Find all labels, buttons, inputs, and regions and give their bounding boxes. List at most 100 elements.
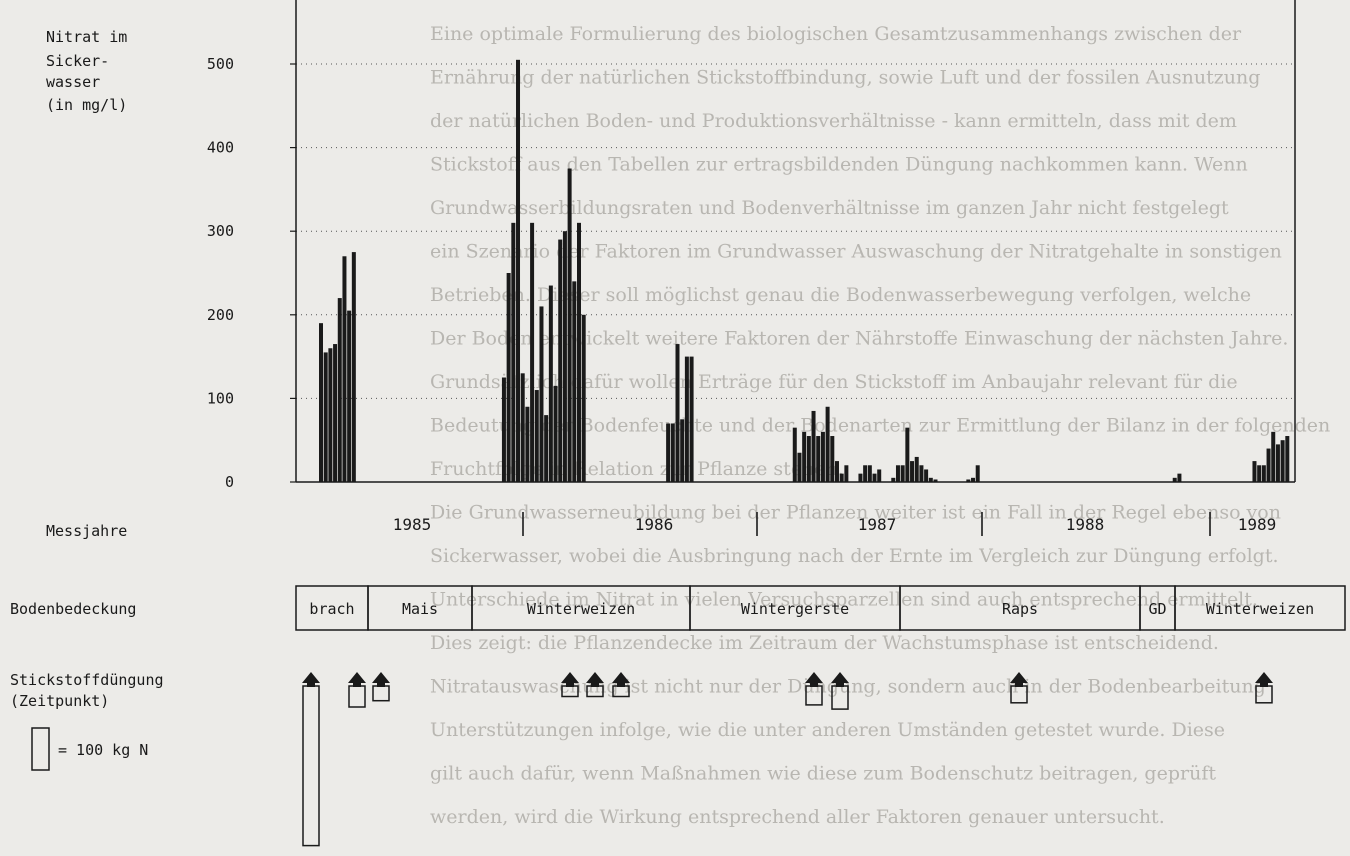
bar xyxy=(900,465,905,482)
year-label: 1985 xyxy=(393,515,432,534)
bar xyxy=(1266,448,1271,482)
bar xyxy=(1271,431,1276,482)
bar xyxy=(1252,461,1257,482)
bar xyxy=(1172,477,1177,482)
bar xyxy=(966,479,971,482)
bar xyxy=(839,473,844,482)
background-text-line: Stickstoff aus den Tabellen zur ertragsb… xyxy=(430,154,1248,176)
soil-cover-label-text: Winterweizen xyxy=(1206,600,1314,618)
bar xyxy=(971,477,976,482)
bar xyxy=(1285,436,1290,482)
bar xyxy=(558,239,563,482)
bar xyxy=(516,59,521,482)
bar xyxy=(820,431,825,482)
bar xyxy=(333,344,338,482)
bar xyxy=(830,436,835,482)
bar xyxy=(975,465,980,482)
bar xyxy=(792,427,797,482)
bar xyxy=(337,298,342,482)
y-axis-label-line: Nitrat im xyxy=(46,28,127,46)
fertilization-box xyxy=(372,685,390,702)
soil-cover-label: Bodenbedeckung xyxy=(10,600,136,618)
soil-cover-label-text: Winterweizen xyxy=(527,600,635,618)
fertilization-arrow-icon xyxy=(372,672,390,687)
background-text-line: Betrieben. Dieser soll möglichst genau d… xyxy=(430,284,1251,306)
bar xyxy=(1280,440,1285,482)
bar xyxy=(680,419,685,482)
y-axis-label-line: (in mg/l) xyxy=(46,96,127,114)
background-text-line: Eine optimale Formulierung des biologisc… xyxy=(430,23,1242,45)
fertilization-box xyxy=(612,685,630,698)
fertilization-box xyxy=(302,685,320,847)
fertilization-box xyxy=(1255,685,1273,704)
bar xyxy=(1257,465,1262,482)
bar xyxy=(797,452,802,482)
background-text-line: Fruchtfolge in Relation zur Pflanze steh… xyxy=(430,458,844,480)
bar xyxy=(319,323,323,482)
soil-cover-label-text: Wintergerste xyxy=(741,600,849,618)
bar xyxy=(825,406,830,482)
bar xyxy=(844,465,849,482)
year-label: 1987 xyxy=(858,515,897,534)
bar xyxy=(323,352,328,482)
bar xyxy=(816,436,821,482)
bar xyxy=(576,222,581,482)
background-text-line: Grundwasserbildungsraten und Bodenverhäl… xyxy=(430,197,1229,219)
y-tick-label: 100 xyxy=(207,389,234,407)
background-text-line: werden, wird die Wirkung entsprechend al… xyxy=(430,806,1165,828)
bar xyxy=(895,465,900,482)
bar xyxy=(351,252,356,482)
bar xyxy=(572,281,577,482)
bar xyxy=(562,231,567,482)
bar xyxy=(914,456,919,482)
background-text-line: der natürlichen Boden- und Produktionsve… xyxy=(430,110,1237,132)
bar xyxy=(670,423,675,482)
bar xyxy=(553,385,558,482)
bar xyxy=(867,465,872,482)
bar xyxy=(863,465,868,482)
year-label: 1989 xyxy=(1238,515,1277,534)
background-text-line: Unterstützungen infolge, wie die unter a… xyxy=(430,719,1225,741)
y-tick-label: 400 xyxy=(207,139,234,157)
legend-text: = 100 kg N xyxy=(58,741,148,759)
bar xyxy=(928,477,933,482)
fertilization-box xyxy=(561,685,579,698)
fertilization-arrow-icon xyxy=(586,672,604,687)
fertilization-arrow-icon xyxy=(348,672,366,687)
fertilization-label-line: Stickstoffdüngung xyxy=(10,671,164,689)
fertilization-arrow-icon xyxy=(805,672,823,687)
background-text-line: gilt auch dafür, wenn Maßnahmen wie dies… xyxy=(430,763,1216,785)
fertilization-label-line: (Zeitpunkt) xyxy=(10,692,109,710)
bar xyxy=(530,222,535,482)
bar xyxy=(933,479,938,482)
bar xyxy=(910,461,915,482)
bar xyxy=(342,256,347,482)
fertilization-box xyxy=(586,685,604,698)
y-tick-label: 0 xyxy=(225,473,234,491)
fertilization-box xyxy=(831,685,849,710)
background-text-line: Der Boden entwickelt weitere Faktoren de… xyxy=(430,328,1288,350)
fertilization-arrow-icon xyxy=(612,672,630,687)
background-text-line: Grundsätzlich dafür wollen Erträge für d… xyxy=(430,371,1238,393)
bar xyxy=(581,314,586,482)
fertilization-box xyxy=(348,685,366,708)
bar xyxy=(525,406,530,482)
background-text-line: Dies zeigt: die Pflanzendecke im Zeitrau… xyxy=(430,632,1219,654)
bar xyxy=(891,477,896,482)
bar xyxy=(919,465,924,482)
bar xyxy=(802,431,807,482)
fertilization-arrow-icon xyxy=(831,672,849,687)
fertilization-arrow-icon xyxy=(1255,672,1273,687)
bar xyxy=(872,473,877,482)
bar xyxy=(1261,465,1266,482)
bar xyxy=(567,168,572,482)
bar xyxy=(858,473,863,482)
background-text-line: Ernährung der natürlichen Stickstoffbind… xyxy=(430,67,1260,89)
year-label: 1986 xyxy=(635,515,674,534)
soil-cover-label-text: brach xyxy=(309,600,354,618)
legend-box-icon xyxy=(31,727,50,771)
bar xyxy=(811,410,816,482)
fertilization-box xyxy=(1010,685,1028,704)
bar xyxy=(1275,444,1280,482)
